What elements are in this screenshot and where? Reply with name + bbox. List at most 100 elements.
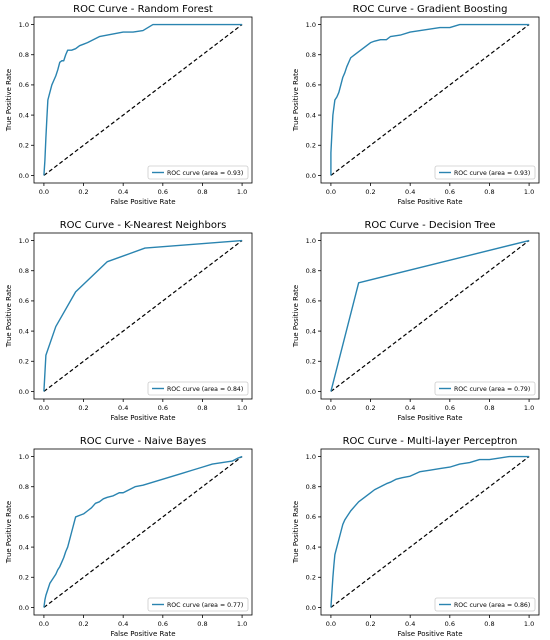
roc-curve-line [43, 23, 243, 176]
x-tick-label: 0.4 [405, 188, 415, 196]
x-tick-label: 1.0 [237, 404, 247, 412]
legend: ROC curve (area = 0.93) [434, 165, 536, 180]
x-tick-label: 0.8 [484, 620, 494, 628]
roc-panel-3: ROC Curve - K-Nearest Neighbors 0.0 0.2 0.4… [5, 220, 253, 422]
roc-curve-line [330, 239, 530, 392]
legend: ROC curve (area = 0.77) [147, 597, 249, 612]
legend-box [434, 597, 536, 612]
x-axis-label: False Positive Rate [110, 198, 175, 206]
y-tick-label: 0.4 [306, 543, 316, 551]
x-tick-label: 0.4 [118, 620, 128, 628]
legend-label: ROC curve (area = 0.84) [167, 386, 243, 393]
legend: ROC curve (area = 0.93) [147, 165, 249, 180]
x-tick-label: 0.2 [365, 620, 375, 628]
legend-label: ROC curve (area = 0.93) [167, 170, 243, 177]
y-tick-label: 0.6 [306, 81, 316, 89]
chart-title: ROC Curve - Decision Tree [364, 220, 495, 231]
legend-label: ROC curve (area = 0.77) [167, 602, 243, 609]
legend-label: ROC curve (area = 0.93) [454, 170, 530, 177]
y-tick-label: 0.6 [19, 513, 29, 521]
x-tick-label: 0.8 [197, 188, 207, 196]
x-tick-label: 0.6 [445, 620, 455, 628]
y-tick-label: 1.0 [306, 237, 316, 245]
y-tick-label: 0.4 [19, 327, 29, 335]
y-tick-label: 0.2 [19, 574, 29, 582]
x-tick-label: 0.4 [405, 620, 415, 628]
roc-panel-2: ROC Curve - Gradient Boosting 0.0 0.2 0.4 0.… [292, 4, 540, 206]
y-tick-label: 0.8 [306, 483, 316, 491]
y-tick-label: 0.0 [306, 388, 316, 396]
x-tick-label: 0.6 [158, 188, 168, 196]
x-tick-label: 0.6 [445, 188, 455, 196]
roc-panel-6: ROC Curve - Multi-layer Perceptron 0.0 0.2… [292, 436, 540, 638]
y-tick-label: 0.6 [306, 513, 316, 521]
roc-panel-1: ROC Curve - Random Forest 0.0 0.2 0.4 0.6 0.8… [5, 4, 253, 206]
y-tick-label: 0.2 [306, 358, 316, 366]
roc-panel-5: ROC Curve - Naive Bayes 0.0 0.2 0.4 0.6 0.8 1.… [5, 436, 253, 638]
x-tick-label: 0.8 [197, 620, 207, 628]
x-tick-label: 0.2 [78, 188, 88, 196]
x-tick-label: 0.0 [39, 620, 49, 628]
y-tick-label: 0.8 [19, 267, 29, 275]
y-tick-label: 0.4 [19, 111, 29, 119]
chance-diagonal-line [330, 456, 530, 608]
y-tick-label: 1.0 [19, 453, 29, 461]
y-tick-label: 0.4 [19, 543, 29, 551]
y-axis-label: True Positive Rate [5, 501, 13, 564]
legend-label: ROC curve (area = 0.86) [454, 602, 530, 609]
y-tick-label: 0.0 [19, 604, 29, 612]
x-tick-label: 0.8 [484, 404, 494, 412]
x-tick-label: 0.4 [405, 404, 415, 412]
x-tick-label: 1.0 [524, 188, 534, 196]
x-tick-label: 0.4 [118, 188, 128, 196]
y-tick-label: 1.0 [306, 21, 316, 29]
x-axis-label: False Positive Rate [397, 198, 462, 206]
x-tick-label: 1.0 [237, 620, 247, 628]
y-tick-label: 0.0 [306, 172, 316, 180]
x-tick-label: 0.0 [326, 620, 336, 628]
y-tick-label: 0.0 [306, 604, 316, 612]
x-axis-label: False Positive Rate [397, 414, 462, 422]
x-tick-label: 0.6 [158, 620, 168, 628]
y-tick-label: 1.0 [306, 453, 316, 461]
chance-diagonal-line [330, 240, 530, 392]
x-tick-label: 0.0 [39, 188, 49, 196]
chance-diagonal-line [43, 456, 243, 608]
y-tick-label: 0.8 [306, 267, 316, 275]
y-tick-label: 0.2 [19, 142, 29, 150]
x-tick-label: 0.8 [197, 404, 207, 412]
legend-box [147, 165, 249, 180]
y-axis-label: True Positive Rate [292, 501, 300, 564]
x-tick-label: 0.6 [445, 404, 455, 412]
legend-box [147, 597, 249, 612]
y-tick-label: 0.8 [306, 51, 316, 59]
chance-diagonal-line [43, 240, 243, 392]
legend: ROC curve (area = 0.86) [434, 597, 536, 612]
y-axis-label: True Positive Rate [5, 285, 13, 348]
legend: ROC curve (area = 0.79) [434, 381, 536, 396]
x-tick-label: 0.8 [484, 188, 494, 196]
x-tick-label: 0.2 [365, 188, 375, 196]
y-tick-label: 0.2 [19, 358, 29, 366]
y-tick-label: 0.8 [19, 483, 29, 491]
roc-curve-line [330, 23, 530, 176]
x-tick-label: 0.0 [326, 404, 336, 412]
chart-title: ROC Curve - Random Forest [73, 4, 213, 15]
x-tick-label: 1.0 [524, 404, 534, 412]
x-tick-label: 0.2 [365, 404, 375, 412]
x-axis-label: False Positive Rate [110, 630, 175, 638]
roc-curve-line [330, 455, 530, 608]
chance-diagonal-line [43, 24, 243, 176]
y-axis-label: True Positive Rate [292, 69, 300, 132]
roc-curve-line [43, 455, 243, 608]
legend-label: ROC curve (area = 0.79) [454, 386, 530, 393]
x-tick-label: 1.0 [237, 188, 247, 196]
x-tick-label: 0.2 [78, 620, 88, 628]
x-axis-label: False Positive Rate [110, 414, 175, 422]
y-tick-label: 1.0 [19, 21, 29, 29]
roc-panel-4: ROC Curve - Decision Tree 0.0 0.2 0.4 0.6 0.8… [292, 220, 540, 422]
y-axis-label: True Positive Rate [5, 69, 13, 132]
y-tick-label: 0.6 [19, 81, 29, 89]
y-tick-label: 0.2 [306, 142, 316, 150]
